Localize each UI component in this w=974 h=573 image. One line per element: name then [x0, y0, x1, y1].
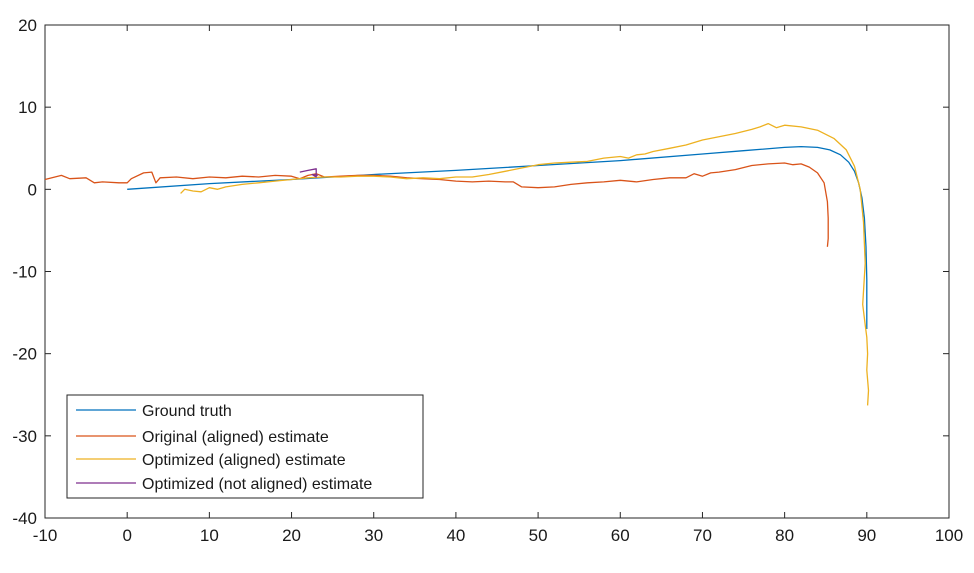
x-tick-label: -10 — [33, 526, 58, 545]
legend-box — [66, 394, 424, 499]
y-tick-label: -40 — [12, 509, 37, 528]
axis-ticks: -10 0 10 20 30 40 50 60 70 80 90 100 -40 -30 -20 -10 0 10… — [12, 16, 963, 545]
y-tick-label: -30 — [12, 427, 37, 446]
series-line-optimized-aligned-estimate — [180, 122, 870, 406]
y-tick-label: 20 — [18, 16, 37, 35]
x-tick-label: 20 — [282, 526, 301, 545]
legend: Ground truth Original (aligned) estimate… — [66, 394, 424, 499]
x-tick-label: 60 — [611, 526, 630, 545]
series-line-optimized-not-aligned-estimate — [299, 168, 318, 178]
x-tick-label: 50 — [529, 526, 548, 545]
series-layer — [44, 122, 870, 406]
x-tick-label: 10 — [200, 526, 219, 545]
x-tick-label: 100 — [935, 526, 963, 545]
legend-label-ground-truth: Ground truth — [142, 403, 232, 420]
x-tick-label: 90 — [857, 526, 876, 545]
legend-label-original-estimate: Original (aligned) estimate — [142, 429, 329, 446]
x-tick-label: 80 — [775, 526, 794, 545]
y-tick-label: 10 — [18, 98, 37, 117]
y-tick-label: 0 — [28, 180, 37, 199]
x-tick-label: 0 — [122, 526, 131, 545]
y-tick-label: -20 — [12, 345, 37, 364]
x-tick-label: 40 — [446, 526, 465, 545]
legend-label-optimized-not-aligned-estimate: Optimized (not aligned) estimate — [142, 476, 372, 493]
legend-label-optimized-aligned-estimate: Optimized (aligned) estimate — [142, 452, 346, 469]
series-line-original-estimate — [44, 162, 829, 247]
x-tick-label: 30 — [364, 526, 383, 545]
series-line-ground-truth — [127, 145, 868, 329]
y-tick-label: -10 — [12, 263, 37, 282]
x-tick-label: 70 — [693, 526, 712, 545]
